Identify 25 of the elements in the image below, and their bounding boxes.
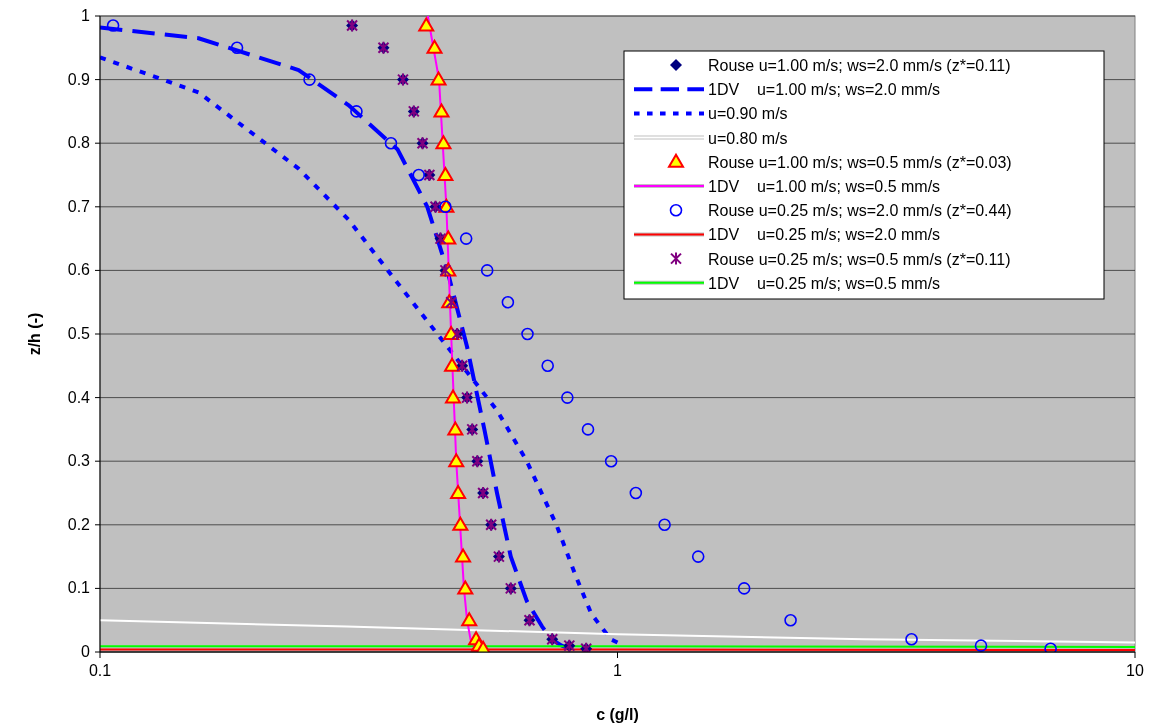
y-tick-label: 0.8 [67, 134, 91, 152]
y-tick-label: 0.9 [67, 70, 91, 88]
legend-label: u=0.90 m/s [708, 105, 788, 123]
y-tick-label: 0 [81, 643, 91, 660]
y-tick-label: 0.4 [67, 388, 91, 406]
legend-label: 1DV u=0.25 m/s; ws=0.5 mm/s [708, 274, 941, 292]
legend-label: u=0.80 m/s [708, 129, 788, 147]
y-tick-label: 1 [81, 7, 91, 24]
y-tick-label: 0.1 [67, 579, 91, 597]
legend-label: 1DV u=1.00 m/s; ws=2.0 mm/s [708, 81, 941, 99]
legend-label: 1DV u=0.25 m/s; ws=2.0 mm/s [708, 226, 941, 244]
legend-label: 1DV u=1.00 m/s; ws=0.5 mm/s [708, 178, 941, 195]
x-tick-label: 10 [1126, 662, 1144, 679]
legend-label: Rouse u=0.25 m/s; ws=2.0 mm/s (z*=0.44) [708, 202, 1012, 220]
y-tick-label: 0.5 [67, 325, 91, 342]
legend-label: Rouse u=1.00 m/s; ws=2.0 mm/s (z*=0.11) [708, 57, 1011, 74]
y-axis-title: z/h (-) [26, 312, 43, 356]
y-tick-label: 0.6 [67, 261, 91, 279]
y-tick-label: 0.3 [67, 452, 91, 470]
y-tick-label: 0.7 [67, 197, 91, 215]
x-axis-title: c (g/l) [596, 706, 639, 723]
legend-label: Rouse u=0.25 m/s; ws=0.5 mm/s (z*=0.11) [708, 250, 1011, 268]
legend-label: Rouse u=1.00 m/s; ws=0.5 mm/s (z*=0.03) [708, 153, 1012, 171]
x-tick-label: 1 [613, 662, 623, 679]
y-tick-label: 0.2 [67, 515, 91, 533]
